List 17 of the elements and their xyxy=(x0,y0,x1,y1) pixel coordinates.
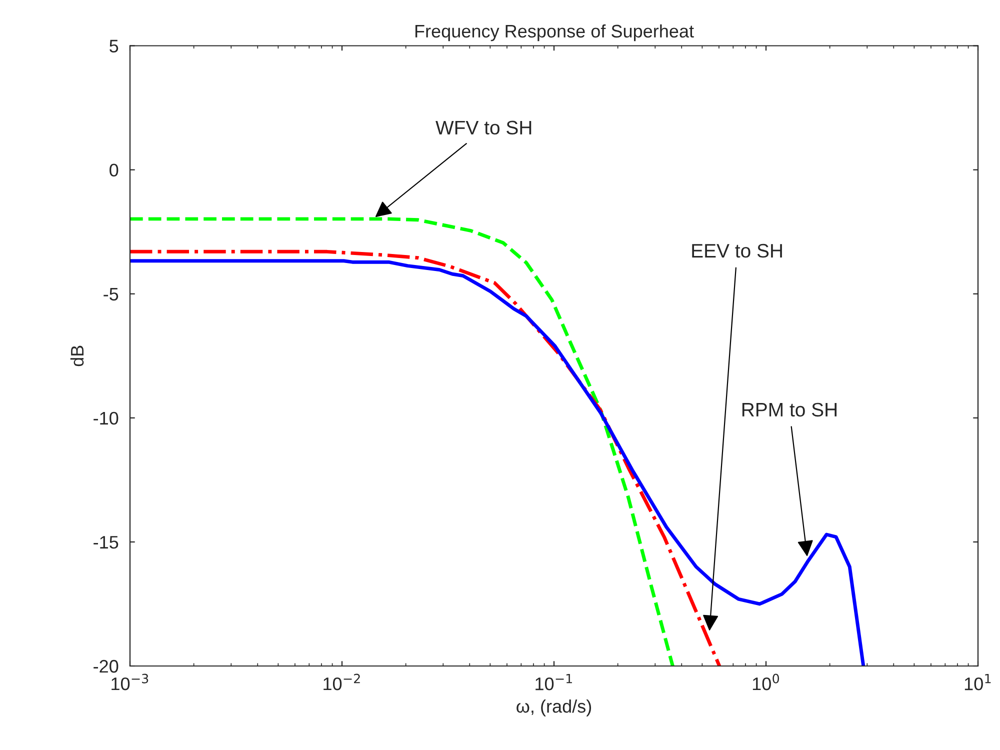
y-axis-title: dB xyxy=(70,346,84,366)
annotation: WFV to SH xyxy=(436,120,532,135)
x-tick-label: 10$^{−2}$ xyxy=(324,674,360,690)
x-tick-label: 10$^{−1}$ xyxy=(536,674,572,690)
y-tick-label: -20 xyxy=(94,660,118,673)
x-axis-title: ω, (rad/s) xyxy=(516,700,592,716)
annotation: EEV to SH xyxy=(692,244,782,258)
x-tick-label: 10$^{−3}$ xyxy=(112,674,148,690)
y-tick-label: -5 xyxy=(104,288,118,301)
annotation: RPM to SH xyxy=(742,402,837,417)
chart-title: Frequency Response of Superheat xyxy=(415,24,694,42)
y-tick-label: -10 xyxy=(94,412,118,425)
y-tick-label: 0 xyxy=(110,164,118,177)
x-tick-label: 10$^{0}$ xyxy=(752,674,780,690)
x-tick-label: 10$^{1}$ xyxy=(964,674,991,690)
y-tick-label: 5 xyxy=(110,40,118,52)
y-tick-label: -15 xyxy=(94,536,118,549)
